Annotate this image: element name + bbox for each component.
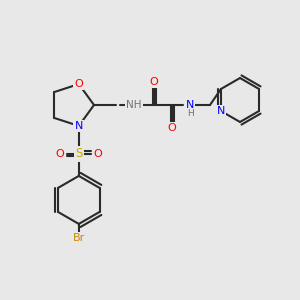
Text: O: O <box>93 149 102 159</box>
Text: NH: NH <box>126 100 142 110</box>
Text: H: H <box>187 110 194 118</box>
Text: O: O <box>56 149 64 159</box>
Text: O: O <box>168 123 176 133</box>
Text: N: N <box>75 121 83 131</box>
Text: Br: Br <box>73 233 85 243</box>
Text: N: N <box>217 106 225 116</box>
Text: O: O <box>74 79 83 89</box>
Text: N: N <box>186 100 194 110</box>
Text: S: S <box>75 147 82 161</box>
Text: O: O <box>150 77 158 87</box>
